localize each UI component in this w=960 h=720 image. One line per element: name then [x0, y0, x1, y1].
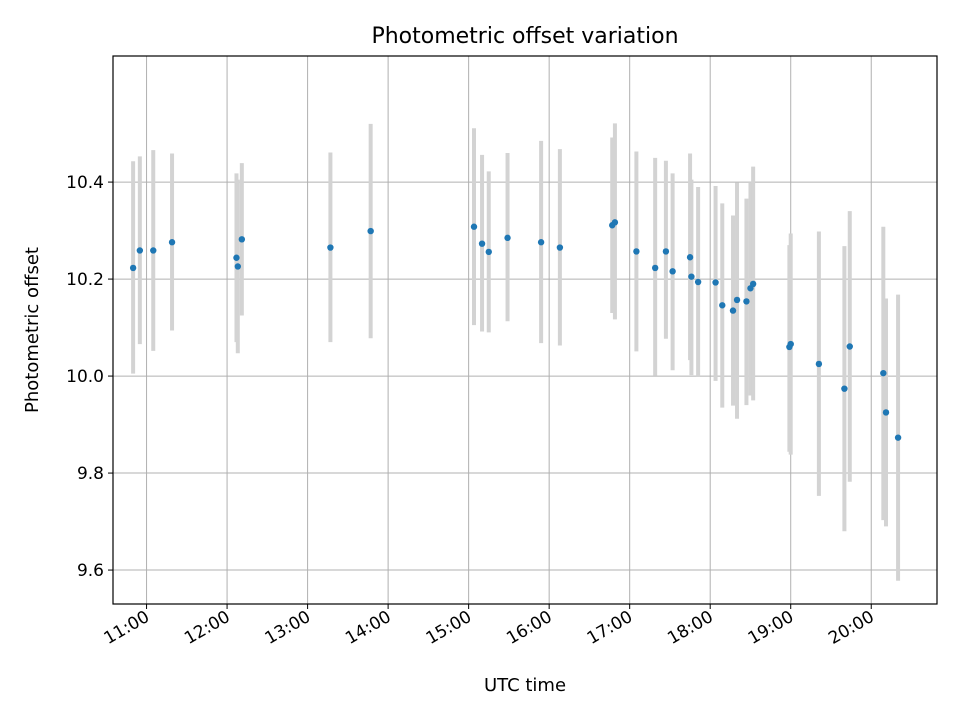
- y-tick-label: 9.6: [77, 561, 104, 581]
- plot-frame: [112, 55, 938, 605]
- data-point: [882, 409, 890, 416]
- y-tick-label: 9.8: [77, 464, 104, 484]
- data-point: [719, 302, 726, 309]
- data-point: [234, 263, 242, 270]
- chart-title: Photometric offset variation: [371, 24, 678, 49]
- data-point: [733, 296, 741, 304]
- data-point: [485, 248, 492, 256]
- data-point: [686, 254, 694, 261]
- data-point: [694, 278, 702, 286]
- data-point: [712, 279, 719, 286]
- data-point: [136, 247, 144, 254]
- data-point: [238, 236, 246, 243]
- data-point: [633, 248, 640, 255]
- data-point: [729, 307, 737, 314]
- data-point: [880, 369, 887, 377]
- data-point: [815, 360, 823, 368]
- data-point: [662, 248, 670, 255]
- data-point: [504, 234, 511, 242]
- y-tick-label: 10.4: [66, 173, 104, 193]
- data-point: [611, 219, 619, 226]
- data-point: [841, 385, 848, 392]
- y-tick-label: 10.0: [66, 367, 104, 387]
- data-point: [537, 239, 545, 246]
- data-point: [150, 247, 157, 254]
- data-point: [327, 244, 334, 251]
- data-point: [651, 264, 659, 272]
- data-point: [743, 298, 750, 305]
- data-point: [233, 254, 240, 261]
- data-point: [787, 340, 794, 348]
- grid: [113, 56, 937, 604]
- data-point: [846, 343, 853, 350]
- data-point: [129, 264, 137, 272]
- data-point: [556, 244, 564, 251]
- data-point: [749, 280, 757, 288]
- data-point: [669, 268, 676, 275]
- data-point: [894, 434, 902, 441]
- y-axis-label: Photometric offset: [22, 247, 43, 413]
- data-points: [129, 219, 902, 441]
- data-point: [367, 227, 374, 235]
- data-point: [168, 239, 176, 246]
- y-tick-label: 10.2: [66, 270, 104, 290]
- data-point: [478, 240, 486, 247]
- data-point: [470, 223, 478, 230]
- x-axis-label: UTC time: [484, 675, 566, 696]
- data-point: [688, 273, 695, 280]
